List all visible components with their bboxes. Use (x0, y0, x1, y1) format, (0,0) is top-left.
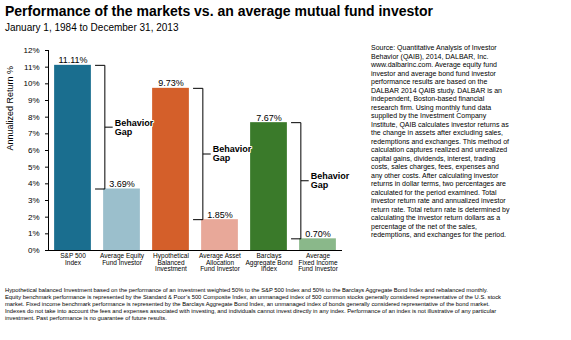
svg-text:HypotheticalBalancedInvestment: HypotheticalBalancedInvestment (153, 252, 189, 272)
svg-text:Annualized Return %: Annualized Return % (5, 66, 15, 151)
svg-text:1.85%: 1.85% (207, 210, 233, 220)
html-text:Source: Quantitative Analysis: Source: Quantitative Analysis of Investo… (371, 44, 510, 238)
html-text:Performance of the markets vs.: Performance of the markets vs. an averag… (5, 3, 433, 19)
svg-text:9%: 9% (28, 96, 40, 105)
svg-text:11%: 11% (24, 63, 39, 72)
svg-text:3%: 3% (28, 196, 40, 205)
svg-text:0.70%: 0.70% (305, 229, 331, 239)
svg-text:3.69%: 3.69% (109, 179, 135, 189)
svg-text:6%: 6% (28, 146, 40, 155)
svg-text:Average EquityFund Investor: Average EquityFund Investor (100, 252, 145, 265)
svg-text:2%: 2% (28, 213, 40, 222)
svg-text:10%: 10% (23, 79, 39, 88)
svg-text:7.67%: 7.67% (256, 113, 282, 123)
svg-text:9.73%: 9.73% (158, 78, 184, 88)
svg-text:12%: 12% (23, 46, 39, 55)
svg-text:Average AssetAllocationFund In: Average AssetAllocationFund Investor (199, 252, 241, 272)
svg-text:AverageFixed IncomeFund Invest: AverageFixed IncomeFund Investor (298, 252, 339, 272)
svg-text:BehaviorGap: BehaviorGap (115, 118, 154, 137)
svg-text:8%: 8% (28, 113, 40, 122)
svg-text:BehaviorGap: BehaviorGap (213, 144, 252, 163)
svg-text:S&P 500Index: S&P 500Index (60, 252, 86, 265)
svg-text:BarclaysAggregate BondIndex: BarclaysAggregate BondIndex (246, 252, 293, 272)
svg-text:7%: 7% (28, 129, 40, 138)
html-text:Hypothetical balanced Investme: Hypothetical balanced Investment based o… (5, 287, 501, 321)
svg-text:11.11%: 11.11% (58, 55, 87, 65)
svg-text:1%: 1% (28, 229, 40, 238)
html-text:January 1, 1984 to December 31: January 1, 1984 to December 31, 2013 (5, 22, 179, 33)
svg-text:5%: 5% (28, 163, 40, 172)
svg-text:0%: 0% (28, 246, 40, 255)
svg-text:4%: 4% (28, 179, 40, 188)
svg-text:BehaviorGap: BehaviorGap (311, 171, 350, 190)
